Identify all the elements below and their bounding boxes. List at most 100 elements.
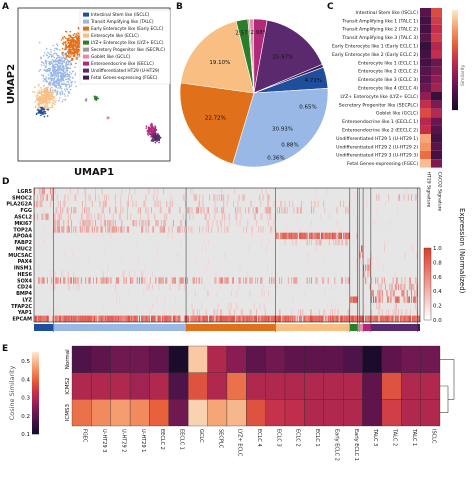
expression-mark [183,194,185,201]
expression-mark [53,226,55,233]
expression-mark [121,226,123,233]
umap-point-talc [53,72,55,75]
expression-mark [63,270,65,278]
cosine-colorbar-segment [32,384,39,388]
gene-label: CD24 [17,285,32,291]
expression-mark [176,315,178,322]
expression-mark [67,283,69,291]
expression-mark [305,315,307,322]
expression-mark [241,315,243,322]
expression-mark [265,315,267,322]
umap-point-isclc [36,109,39,111]
expression-mark [392,290,394,297]
expression-mark [96,315,98,322]
umap-point-talc [38,70,40,72]
expression-mark [85,219,87,227]
expression-colorbar-tick: 0.8 [433,260,442,266]
expression-mark [346,232,348,240]
umap-point-talc [45,77,47,80]
expression-mark [287,277,289,284]
expression-mark [240,309,242,316]
umap-point-talc [69,79,71,81]
umap-point-talc [63,98,65,101]
expression-mark [387,315,389,322]
umap-point-uht29 [154,141,157,144]
umap-point-eclc [38,89,41,92]
expression-mark [112,213,114,220]
expression-mark [69,213,71,220]
umap-point-talc [56,54,59,57]
signature-colorbar-segment [452,35,458,38]
expression-mark [287,315,289,322]
cosine-cell [129,372,150,400]
expression-mark [401,315,403,322]
pie-label: 4.71% [305,78,322,84]
cosine-cell [226,345,247,373]
expression-mark [313,232,315,240]
umap-point-talc [57,69,60,71]
umap-point-lyz [94,97,96,100]
expression-mark [300,232,301,240]
umap-point-eclc [40,88,43,91]
umap-point-eeclc [70,40,72,42]
signature-cell [431,8,442,17]
expression-mark [63,200,65,208]
signature-cell [431,58,442,67]
expression-mark [132,200,134,208]
expression-mark [127,194,129,201]
expression-mark [177,315,179,322]
umap-point-talc [58,99,60,102]
expression-mark [57,226,59,233]
expression-mark [148,219,150,227]
expression-colorbar-tick: 0.0 [433,318,442,324]
expression-mark [199,194,201,201]
umap-point-talc [68,86,71,88]
expression-mark [47,213,48,220]
cosine-colorbar-segment [32,403,39,406]
cosine-colorbar-segment [32,362,39,365]
expression-mark [147,207,149,214]
expression-mark [169,315,171,322]
expression-mark [203,283,205,291]
umap-point-lyz [95,99,98,101]
expression-mark [219,315,221,322]
expression-mark [108,219,110,227]
umap-point-eclc [34,106,37,109]
umap-point-talc [55,94,58,96]
expression-mark [207,290,209,297]
expression-mark [67,213,69,220]
umap-point-eclc [39,99,41,102]
gene-label: MUC5AC [8,253,32,259]
legend-swatch [83,68,89,73]
umap-point-talc [45,65,47,67]
umap-point-talc [61,100,64,103]
expression-mark [306,239,308,246]
expression-mark [205,226,207,233]
legend-swatch [83,12,89,17]
expression-mark [149,309,151,316]
expression-mark [249,277,251,284]
umap-point-talc [52,79,55,82]
cosine-cell [246,345,266,373]
cosine-column-label: SECPLC [217,429,223,449]
expression-mark [321,239,322,246]
expression-mark [293,277,295,284]
cosine-cell [265,345,286,373]
gene-label: FGG [20,208,32,214]
expression-mark [366,315,368,322]
expression-mark [50,270,52,278]
expression-mark [306,315,308,322]
expression-mark [137,258,139,265]
expression-mark [370,296,372,303]
expression-mark [157,315,159,322]
expression-mark [345,207,347,214]
expression-mark [280,200,282,208]
expression-mark [144,315,146,322]
expression-mark [396,296,398,303]
cosine-colorbar-segment [32,423,39,427]
expression-mark [379,315,381,322]
pie-label: 0.36% [267,156,284,162]
expression-mark [262,226,264,233]
umap-point-talc [65,65,67,68]
umap-point-talc [48,55,50,58]
